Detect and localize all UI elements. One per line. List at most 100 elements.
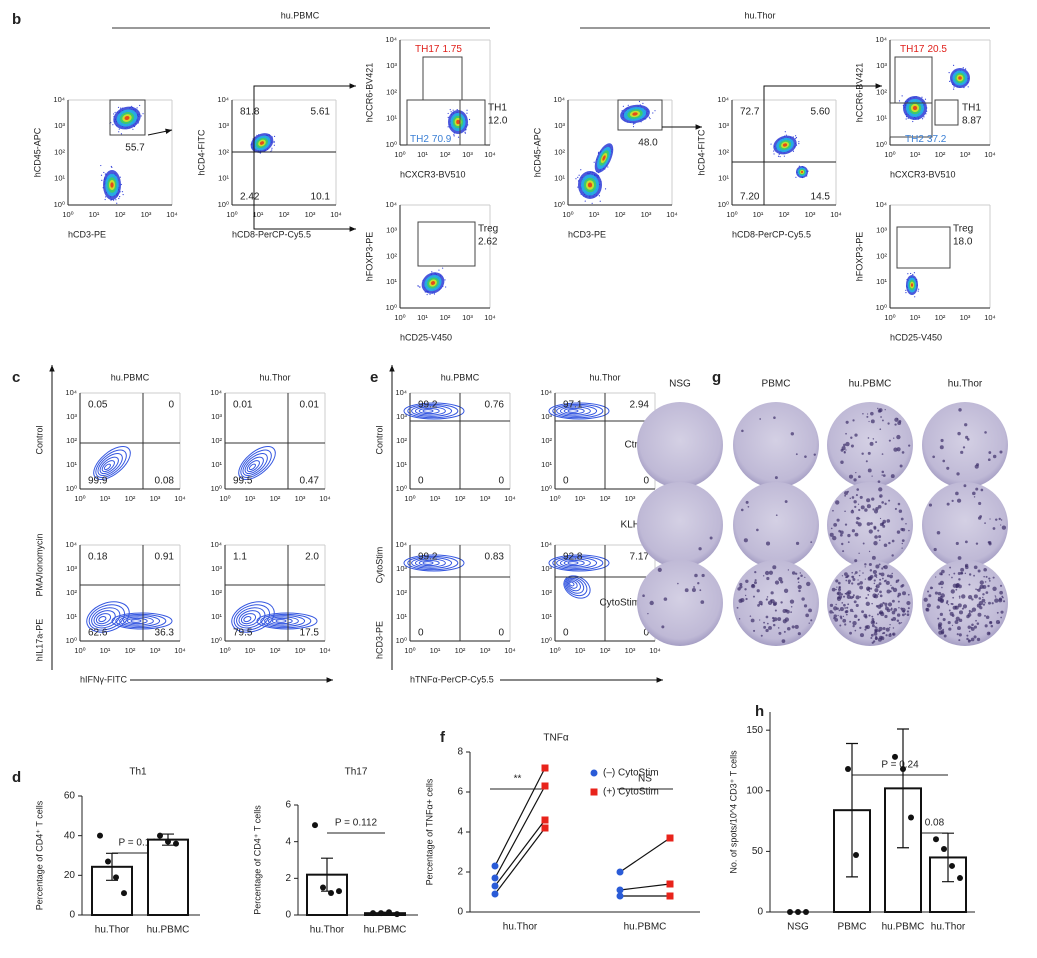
spot xyxy=(749,615,752,617)
tick-label: 10⁴ xyxy=(53,95,65,104)
spot xyxy=(754,579,757,582)
tick-label: 10⁰ xyxy=(74,646,85,655)
spot xyxy=(836,518,840,522)
panel-letter: e xyxy=(370,369,378,386)
tick-label: 10³ xyxy=(641,210,652,219)
spot xyxy=(845,609,849,613)
spot xyxy=(661,625,665,629)
tick-label: 10² xyxy=(876,251,887,260)
event xyxy=(948,72,950,74)
tick-label: 10¹ xyxy=(910,150,921,159)
contour-level xyxy=(260,613,312,629)
event xyxy=(907,273,909,275)
spot xyxy=(804,576,806,578)
contour-level xyxy=(246,460,260,473)
spot xyxy=(842,595,846,598)
spot xyxy=(857,503,860,505)
density xyxy=(770,131,800,158)
spot xyxy=(752,595,755,598)
data-point xyxy=(900,765,906,772)
spot xyxy=(892,627,895,629)
y-axis-label: Percentage of CD4⁺ T cells xyxy=(34,800,44,910)
spot xyxy=(898,607,900,609)
spot xyxy=(806,581,811,587)
spot xyxy=(768,570,774,575)
spot xyxy=(878,487,883,492)
spot xyxy=(855,471,857,474)
contour-level xyxy=(414,406,446,416)
tick-label: 10⁴ xyxy=(717,95,729,104)
spot xyxy=(850,510,855,514)
spot xyxy=(999,590,1003,595)
tick-label: 10¹ xyxy=(541,612,552,621)
spot xyxy=(975,542,979,545)
axis-label: hCD3-PE xyxy=(374,621,384,659)
spot xyxy=(836,586,838,588)
spot xyxy=(855,595,860,600)
data-point xyxy=(795,909,801,915)
spot xyxy=(891,610,896,615)
tick-label: 10³ xyxy=(218,121,229,130)
tick-label: 10⁰ xyxy=(394,313,405,322)
quadrant-value: 0.76 xyxy=(485,400,505,411)
event xyxy=(577,176,579,178)
spot xyxy=(939,598,944,604)
tick-label: 10⁴ xyxy=(504,494,516,503)
event xyxy=(798,143,800,145)
spot xyxy=(960,450,964,454)
y-tick-label: 2 xyxy=(285,873,291,884)
spot xyxy=(956,498,962,503)
spot xyxy=(907,593,910,596)
contour-level xyxy=(422,409,434,413)
y-axis-label: Percentage of TNFα+ cells xyxy=(424,778,434,885)
tick-label: 10⁴ xyxy=(540,540,552,549)
spot xyxy=(942,459,946,463)
spot xyxy=(869,569,873,572)
spot xyxy=(978,597,982,600)
spot xyxy=(843,603,846,607)
axis-label: Control xyxy=(34,425,44,454)
quadrant-value: 0 xyxy=(168,400,174,411)
spot xyxy=(854,571,858,574)
spot xyxy=(849,596,853,600)
event xyxy=(597,151,600,153)
annotation: P = 0.08 xyxy=(907,818,945,829)
spot xyxy=(958,610,964,615)
data-point xyxy=(378,910,384,917)
y-tick-label: 100 xyxy=(746,785,763,796)
contour-level xyxy=(422,561,434,565)
spot xyxy=(888,439,891,442)
spot xyxy=(763,625,767,629)
density xyxy=(109,104,144,135)
spot xyxy=(906,613,910,616)
spot xyxy=(848,582,851,585)
spot xyxy=(961,607,964,610)
gate-value: 2.62 xyxy=(478,237,498,248)
spot xyxy=(871,602,873,605)
well xyxy=(637,402,723,488)
spot xyxy=(765,628,769,633)
spot xyxy=(870,620,875,625)
density-level xyxy=(782,143,788,147)
spot xyxy=(948,609,951,612)
quadrant-value: 2.42 xyxy=(240,192,260,203)
spot xyxy=(844,607,846,609)
tick-label: 10³ xyxy=(541,412,552,421)
tick-label: 10⁰ xyxy=(549,494,560,503)
data-point xyxy=(853,852,859,859)
spot xyxy=(750,618,755,623)
event xyxy=(131,105,133,107)
event xyxy=(622,105,624,107)
spot xyxy=(739,582,743,587)
density-level xyxy=(430,281,436,285)
quadrant-value: 99.2 xyxy=(418,552,438,563)
spot xyxy=(874,626,877,629)
tick-label: 10³ xyxy=(66,564,77,573)
event xyxy=(273,141,275,144)
tick-label: 10² xyxy=(115,210,126,219)
event xyxy=(794,135,797,137)
spot xyxy=(876,576,878,579)
spot xyxy=(1001,525,1007,530)
event xyxy=(917,290,919,292)
spot xyxy=(901,527,906,532)
